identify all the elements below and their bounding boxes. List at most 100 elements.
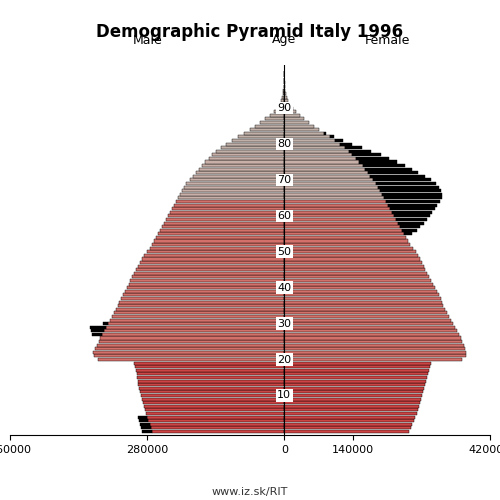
Bar	[256, 124, 284, 128]
Bar	[284, 362, 430, 364]
Bar	[284, 106, 292, 110]
Bar	[277, 106, 284, 110]
Bar	[284, 354, 466, 358]
Bar	[370, 175, 425, 178]
Bar	[98, 340, 284, 343]
Bar	[284, 211, 392, 214]
Bar	[284, 240, 408, 242]
Bar	[284, 146, 345, 149]
Bar	[198, 168, 284, 170]
Bar	[134, 362, 284, 364]
Bar	[274, 110, 284, 113]
Bar	[284, 404, 419, 408]
Bar	[284, 96, 287, 99]
Bar	[284, 376, 427, 379]
Bar	[368, 171, 418, 174]
Bar	[128, 282, 284, 286]
Bar	[284, 315, 450, 318]
Bar	[147, 250, 284, 254]
Bar	[164, 222, 284, 224]
Bar	[138, 383, 284, 386]
Bar	[284, 272, 428, 275]
Bar	[174, 204, 284, 206]
Bar	[148, 419, 284, 422]
Bar	[216, 150, 284, 152]
Bar	[284, 336, 461, 340]
Bar	[152, 243, 284, 246]
Bar	[284, 189, 380, 192]
Bar	[284, 178, 374, 182]
Bar	[94, 348, 284, 350]
Bar	[152, 430, 284, 433]
Bar	[284, 394, 422, 397]
Bar	[284, 398, 421, 400]
Bar	[186, 182, 284, 185]
Bar	[396, 218, 427, 221]
Bar	[138, 264, 284, 268]
Bar	[120, 297, 284, 300]
Bar	[284, 132, 325, 135]
Bar	[284, 157, 356, 160]
Bar	[284, 142, 340, 146]
Bar	[260, 121, 284, 124]
Bar	[382, 193, 442, 196]
Text: 30: 30	[278, 318, 291, 328]
Bar	[136, 268, 284, 272]
Bar	[284, 254, 418, 257]
Bar	[284, 365, 430, 368]
Bar	[284, 326, 454, 329]
Bar	[158, 232, 284, 235]
Bar	[144, 404, 284, 408]
Bar	[284, 426, 410, 430]
Bar	[284, 300, 442, 304]
Text: www.iz.sk/RIT: www.iz.sk/RIT	[212, 487, 288, 497]
Text: Female: Female	[364, 34, 410, 46]
Bar	[284, 218, 397, 221]
Text: 50: 50	[278, 247, 291, 257]
Bar	[104, 330, 284, 332]
Bar	[398, 222, 424, 224]
Bar	[284, 304, 444, 307]
Bar	[284, 88, 286, 92]
Bar	[284, 276, 429, 278]
Bar	[116, 308, 284, 311]
Bar	[284, 193, 382, 196]
Text: Age: Age	[272, 34, 296, 46]
Bar	[112, 315, 284, 318]
Bar	[139, 387, 284, 390]
Bar	[284, 286, 434, 289]
Bar	[284, 139, 335, 142]
Bar	[98, 358, 284, 361]
Bar	[190, 178, 284, 182]
Bar	[378, 186, 439, 188]
Bar	[335, 139, 342, 142]
Bar	[284, 372, 428, 376]
Bar	[102, 333, 284, 336]
Bar	[392, 211, 432, 214]
Bar	[284, 186, 378, 188]
Bar	[284, 294, 438, 296]
Text: 70: 70	[277, 175, 291, 185]
Bar	[324, 132, 326, 135]
Bar	[196, 171, 284, 174]
Bar	[284, 430, 409, 433]
Bar	[388, 204, 437, 206]
Bar	[132, 276, 284, 278]
Bar	[178, 196, 284, 200]
Bar	[192, 175, 284, 178]
Bar	[90, 326, 106, 329]
Bar	[284, 268, 426, 272]
Text: 10: 10	[278, 390, 291, 400]
Bar	[138, 380, 284, 382]
Bar	[108, 322, 284, 325]
Bar	[160, 228, 284, 232]
Bar	[284, 85, 285, 88]
Bar	[284, 279, 430, 282]
Bar	[359, 160, 397, 164]
Bar	[284, 312, 448, 314]
Bar	[284, 340, 462, 343]
Bar	[374, 178, 430, 182]
Bar	[140, 261, 284, 264]
Bar	[144, 254, 284, 257]
Bar	[142, 398, 284, 400]
